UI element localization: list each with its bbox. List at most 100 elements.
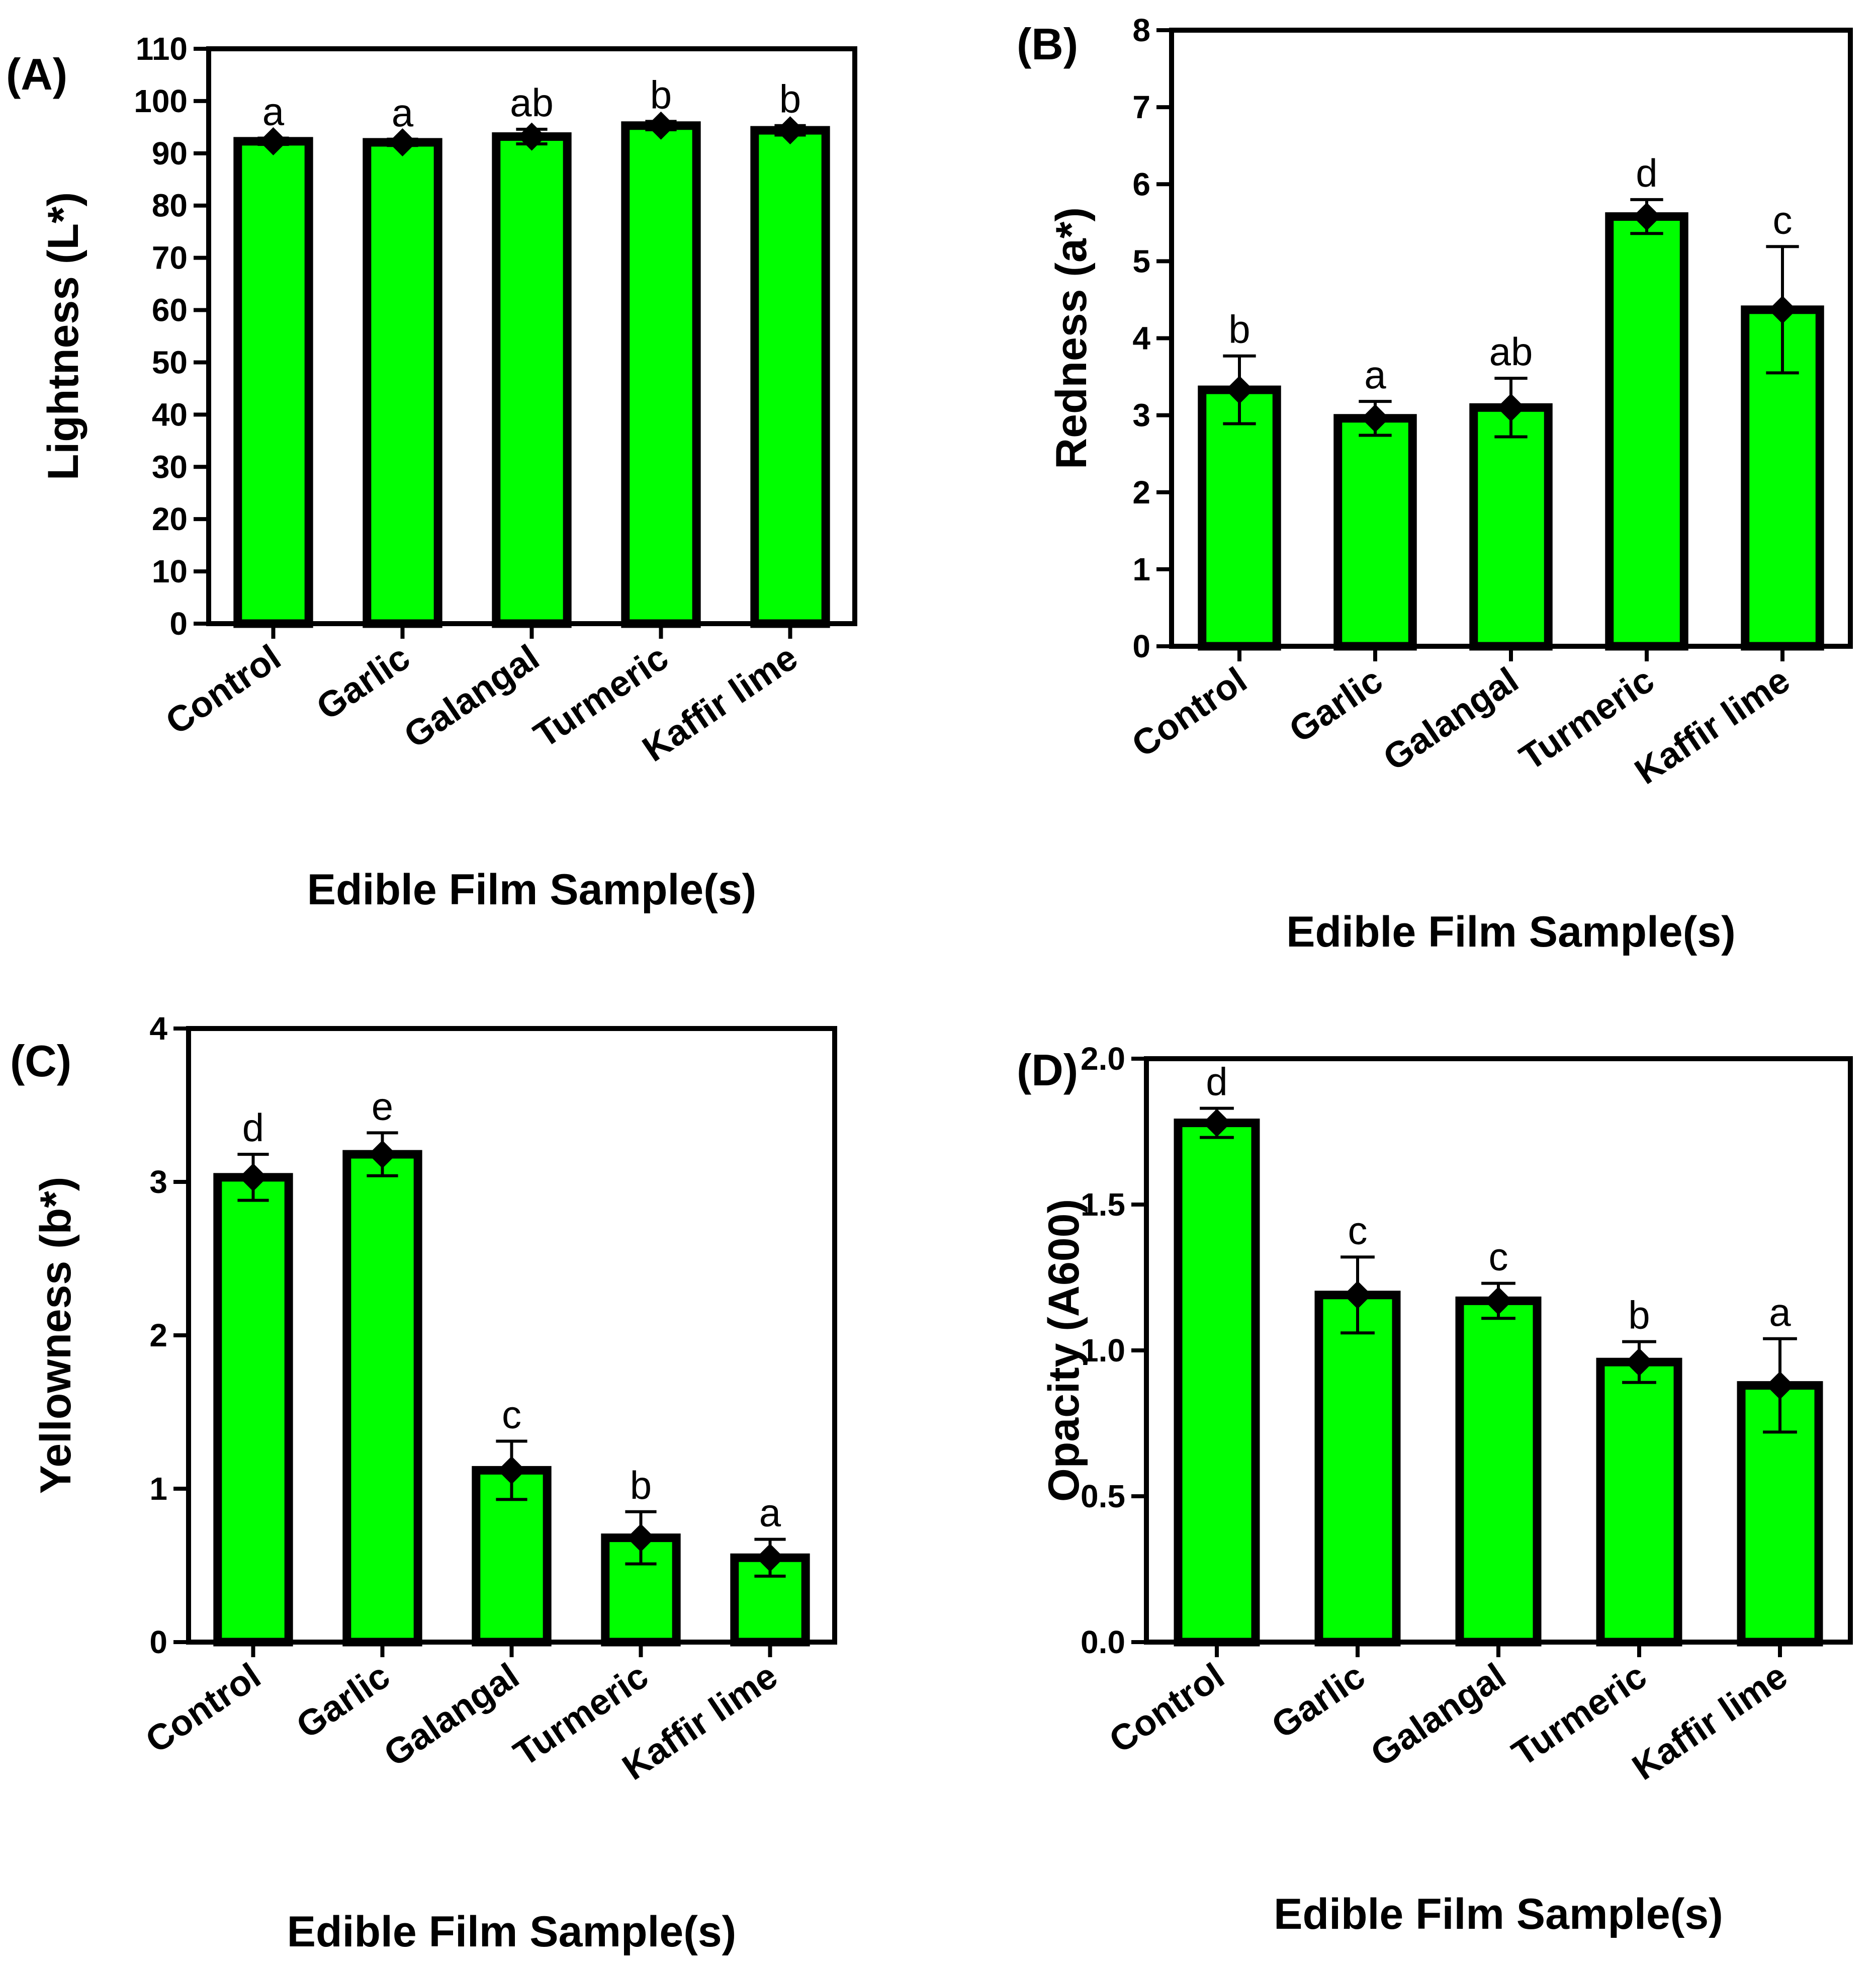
y-tick-label: 40 (152, 396, 188, 433)
x-category-label: Control (159, 637, 288, 742)
y-tick-label: 1 (1132, 551, 1150, 587)
chart-panel-d: (D) d c c b a 0.0 0.5 1.0 1.5 2.0 Control GarlicGala… (1017, 1041, 1853, 1938)
x-category-label: Galangal (377, 1656, 526, 1774)
mean-marker (1203, 1108, 1231, 1137)
significance-letter: a (392, 91, 414, 135)
mean-marker (1768, 295, 1797, 324)
mean-marker (239, 1163, 267, 1191)
y-tick-label: 4 (1132, 320, 1150, 357)
mean-marker (1225, 376, 1254, 404)
significance-letter: b (1228, 307, 1250, 352)
y-tick-label: 0.5 (1081, 1478, 1125, 1514)
significance-letter: a (1364, 353, 1386, 397)
y-axis-title: Opacity (A600) (1040, 1199, 1088, 1502)
bar-galangal (1455, 1296, 1542, 1647)
y-tick-label: 0 (169, 606, 188, 642)
y-axis-title: Yellowness (b*) (32, 1177, 80, 1494)
significance-letter: d (1206, 1060, 1227, 1104)
x-axis-title: Edible Film Sample(s) (1274, 1890, 1723, 1938)
significance-letter: a (1769, 1290, 1791, 1334)
bar-control (1198, 385, 1281, 651)
mean-marker (1484, 1287, 1512, 1315)
significance-letter: b (1628, 1293, 1650, 1337)
x-axis-title: Edible Film Sample(s) (287, 1908, 737, 1956)
mean-marker (647, 111, 675, 140)
mean-marker (1633, 202, 1661, 231)
y-tick-label: 2.0 (1081, 1041, 1125, 1077)
y-tick-label: 90 (152, 135, 188, 172)
y-tick-label: 4 (149, 1010, 167, 1047)
bar-garlic (1314, 1291, 1401, 1647)
x-category-label: Control (139, 1656, 268, 1761)
mean-marker (517, 122, 546, 151)
bar-turmeric (621, 121, 701, 628)
panel-label: (A) (6, 49, 67, 99)
y-tick-label: 8 (1132, 12, 1150, 48)
significance-letter: b (650, 72, 672, 117)
mean-marker (756, 1544, 784, 1572)
bar-turmeric (1605, 212, 1688, 651)
y-tick-label: 80 (152, 188, 188, 224)
bar-kaffir-lime (750, 126, 830, 628)
y-tick-label: 0.0 (1081, 1624, 1125, 1660)
mean-marker (1766, 1371, 1794, 1400)
mean-marker (497, 1456, 526, 1485)
x-category-label: Control (1102, 1656, 1231, 1761)
significance-letter: c (1489, 1235, 1508, 1279)
mean-marker (368, 1140, 397, 1169)
significance-letter: a (759, 1491, 781, 1535)
mean-marker (1497, 393, 1525, 422)
y-tick-label: 0 (149, 1624, 167, 1660)
mean-marker (627, 1523, 655, 1552)
bar-garlic (1333, 414, 1417, 651)
y-tick-label: 100 (134, 83, 188, 119)
significance-letter: b (630, 1463, 652, 1507)
y-tick-label: 50 (152, 344, 188, 380)
y-tick-label: 1.0 (1081, 1332, 1125, 1369)
x-axis-title: Edible Film Sample(s) (1286, 908, 1736, 956)
bar-turmeric (1596, 1357, 1682, 1647)
bar-galangal (1469, 403, 1553, 651)
y-tick-label: 1.5 (1081, 1186, 1125, 1223)
bar-control (233, 137, 313, 628)
y-tick-label: 1 (149, 1471, 167, 1507)
significance-letter: c (1773, 198, 1793, 242)
significance-letter: c (1348, 1208, 1368, 1252)
significance-letter: d (242, 1105, 264, 1150)
bar-garlic (363, 138, 442, 628)
x-axis-title: Edible Film Sample(s) (307, 866, 757, 914)
mean-marker (776, 116, 805, 145)
panel-label: (B) (1017, 19, 1078, 69)
x-category-label: Galangal (1376, 660, 1526, 779)
x-category-label: Kaffir lime (1625, 1656, 1795, 1788)
x-category-label: Garlic (1265, 1656, 1372, 1746)
y-tick-label: 0 (1132, 628, 1150, 664)
mean-marker (1625, 1348, 1653, 1377)
x-category-label: Kaffir lime (1628, 660, 1797, 792)
bar-control (1174, 1119, 1260, 1647)
y-tick-label: 30 (152, 449, 188, 485)
x-category-label: Galangal (1364, 1656, 1513, 1774)
x-category-label: Garlic (309, 637, 417, 728)
x-category-label: Garlic (289, 1656, 397, 1746)
significance-letter: e (372, 1084, 393, 1128)
x-category-label: Garlic (1282, 660, 1390, 750)
y-tick-label: 5 (1132, 243, 1150, 279)
bar-garlic (342, 1150, 422, 1647)
significance-letter: ab (510, 80, 554, 125)
y-tick-label: 3 (149, 1164, 167, 1200)
y-tick-label: 2 (1132, 474, 1150, 510)
mean-marker (1344, 1280, 1372, 1309)
y-tick-label: 20 (152, 501, 188, 537)
significance-letter: ab (1489, 329, 1533, 374)
y-axis-title: Lightness (L*) (39, 192, 87, 480)
y-tick-label: 2 (149, 1317, 167, 1353)
mean-marker (388, 128, 417, 156)
bar-galangal (492, 132, 572, 628)
chart-panel-a: (A) a a ab b b 0 10 20 30 40 50 60 70 80 90 100 110 Contro… (6, 31, 857, 914)
y-tick-label: 70 (152, 240, 188, 276)
y-axis-title: Redness (a*) (1047, 207, 1096, 469)
